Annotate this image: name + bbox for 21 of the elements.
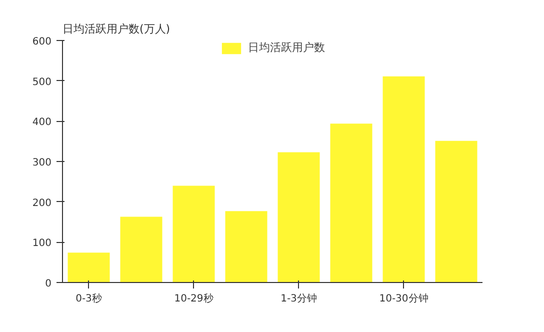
y-axis-title: 日均活跃用户数(万人) xyxy=(62,22,170,36)
bar xyxy=(382,76,425,282)
x-tick-label: 1-3分钟 xyxy=(280,292,317,304)
bar xyxy=(225,211,268,282)
y-tick-label: 0 xyxy=(45,278,52,290)
bar xyxy=(278,152,320,282)
y-tick-label: 400 xyxy=(32,117,52,128)
y-tick-label: 300 xyxy=(32,158,52,168)
bar xyxy=(172,186,215,282)
y-tick-label: 100 xyxy=(32,238,52,250)
legend-label: 日均活跃用户数 xyxy=(248,40,325,55)
bar xyxy=(120,216,162,282)
y-tick-label: 600 xyxy=(32,36,52,48)
y-tick-label: 200 xyxy=(32,198,52,209)
x-tick-label: 0-3秒 xyxy=(76,292,102,304)
x-tick-label: 10-29秒 xyxy=(174,292,214,304)
y-tick-label: 500 xyxy=(32,76,52,88)
bar xyxy=(68,252,110,282)
x-tick-label: 10-30分钟 xyxy=(379,292,428,304)
bar xyxy=(330,124,372,282)
bar xyxy=(435,140,478,282)
